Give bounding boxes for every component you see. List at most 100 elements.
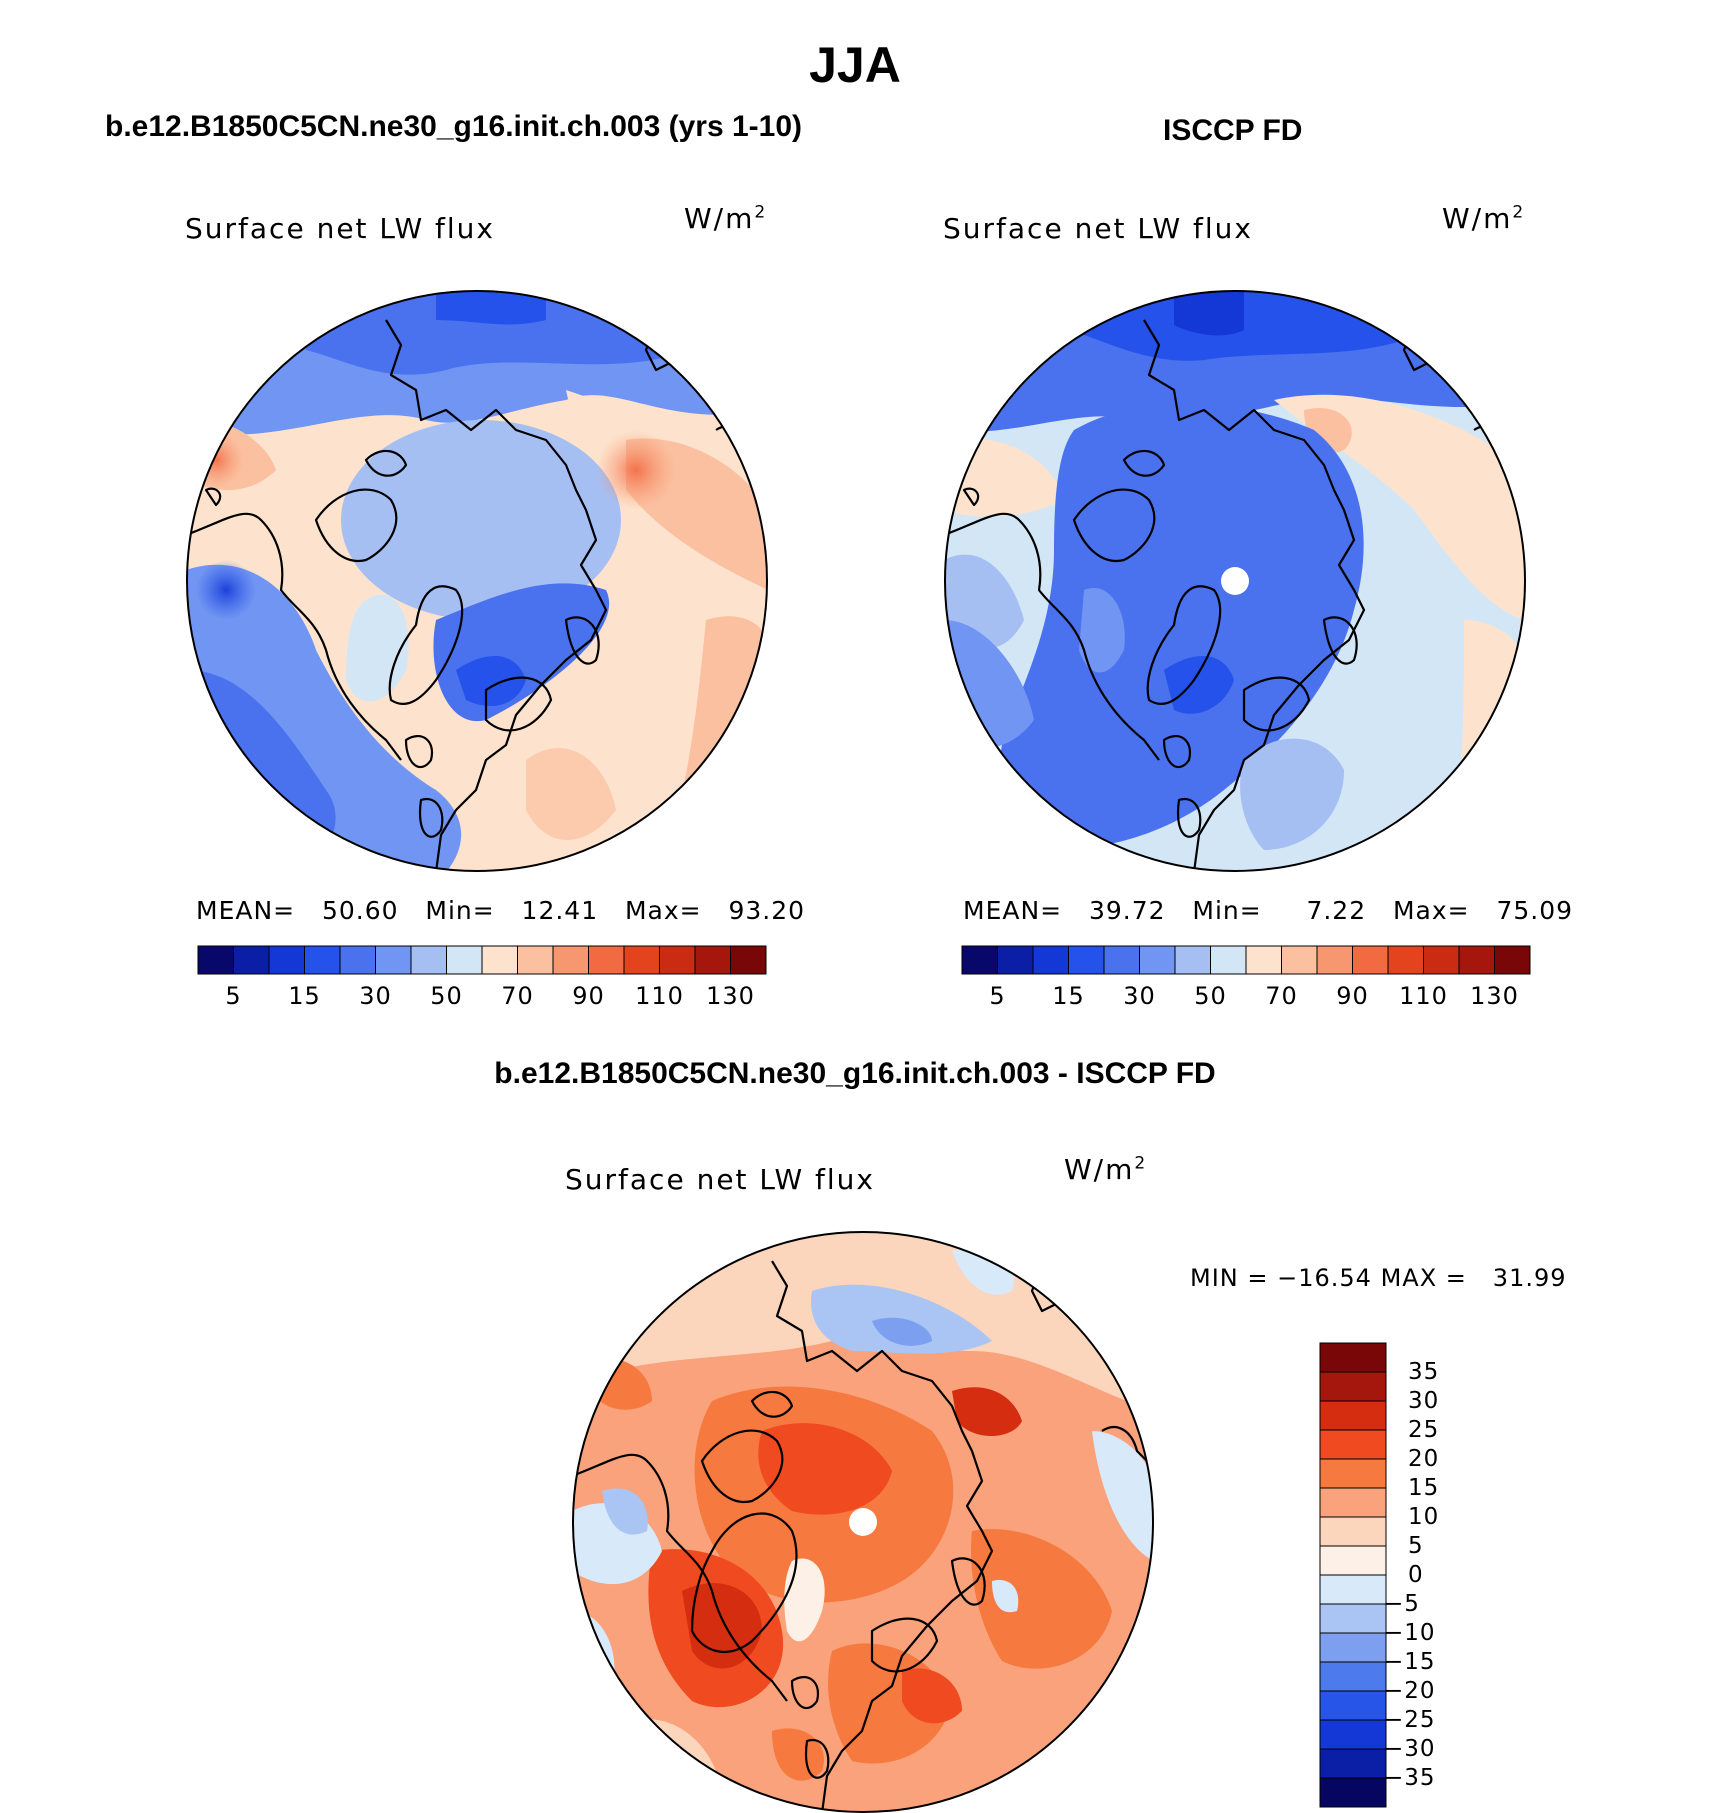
colorbar-swatch (1103, 945, 1140, 975)
panel1-polar-map (186, 290, 768, 872)
min-value: −16.54 (1277, 1264, 1372, 1292)
colorbar-swatch (517, 945, 554, 975)
panel1-colorbar (197, 945, 767, 975)
colorbar-tick-label: 90 (1336, 982, 1369, 1010)
colorbar-tick-label: 110 (635, 982, 684, 1010)
colorbar-swatch (1319, 1719, 1387, 1750)
panel3-difference-map (572, 1231, 1154, 1813)
colorbar-tick-label: 0 (1408, 1562, 1424, 1588)
units-superscript: 2 (754, 202, 768, 223)
colorbar-swatch (588, 945, 625, 975)
colorbar-tick-label: 25 (1408, 1417, 1440, 1443)
colorbar-swatch (1494, 945, 1531, 975)
max-label: Max= (624, 896, 702, 925)
colorbar-tick-label: 35 (1408, 1359, 1440, 1385)
colorbar-tick-label: 50 (1194, 982, 1227, 1010)
colorbar-swatch (1319, 1777, 1387, 1808)
colorbar-tick-label: −15 (1384, 1649, 1436, 1675)
colorbar-tick-label: 130 (1470, 982, 1519, 1010)
panel1-units-label: W/m2 (684, 202, 767, 235)
units-text: W/m (1064, 1153, 1135, 1186)
colorbar-swatch (1174, 945, 1211, 975)
panel2-heading: ISCCP FD (1163, 114, 1303, 147)
colorbar-swatch (1319, 1400, 1387, 1431)
colorbar-tick-label: 30 (1408, 1388, 1440, 1414)
colorbar-swatch (1319, 1458, 1387, 1489)
colorbar-tick-label: −25 (1384, 1707, 1436, 1733)
min-label: Min= (1192, 896, 1262, 925)
colorbar-swatch (1387, 945, 1424, 975)
colorbar-swatch (1319, 1748, 1387, 1779)
mean-label: MEAN= (963, 896, 1063, 925)
mean-value: 50.60 (321, 896, 399, 925)
colorbar-swatch (1319, 1342, 1387, 1373)
panel1-colorbar-ticks: 5 15 30 50 70 90 110 130 (198, 982, 766, 1012)
min-label: MIN = (1190, 1264, 1269, 1292)
colorbar-tick-label: 110 (1399, 982, 1448, 1010)
colorbar-swatch (1068, 945, 1105, 975)
colorbar-tick-label: −30 (1384, 1736, 1436, 1762)
panel3-heading: b.e12.B1850C5CN.ne30_g16.init.ch.003 - I… (494, 1057, 1216, 1090)
colorbar-swatch (997, 945, 1034, 975)
colorbar-swatch (1319, 1371, 1387, 1402)
units-superscript: 2 (1512, 202, 1526, 223)
colorbar-swatch (304, 945, 341, 975)
panel1-variable-label: Surface net LW flux (185, 212, 495, 245)
colorbar-swatch (1319, 1661, 1387, 1692)
colorbar-swatch (1245, 945, 1282, 975)
panel2-units-label: W/m2 (1442, 202, 1525, 235)
colorbar-swatch (730, 945, 767, 975)
colorbar-swatch (1352, 945, 1389, 975)
colorbar-tick-label: 70 (501, 982, 534, 1010)
panel3-stats: MIN = −16.54 MAX = 31.99 (1190, 1264, 1567, 1292)
max-value: 31.99 (1492, 1264, 1567, 1292)
colorbar-swatch (197, 945, 234, 975)
colorbar-swatch (694, 945, 731, 975)
colorbar-tick-label: 30 (359, 982, 392, 1010)
panel2-colorbar (961, 945, 1531, 975)
colorbar-swatch (1319, 1429, 1387, 1460)
colorbar-tick-label: 15 (288, 982, 321, 1010)
colorbar-tick-label: 5 (989, 982, 1006, 1010)
colorbar-tick-label: 90 (572, 982, 605, 1010)
difference-colorbar-ticks: 35 30 25 20 15 10 5 0 −5 −10 −15 −20 −25 −30 −35 (1384, 1343, 1514, 1809)
panel1-stats: MEAN= 50.60 Min= 12.41 Max= 93.20 (196, 896, 805, 925)
colorbar-swatch (375, 945, 412, 975)
max-label: Max= (1392, 896, 1470, 925)
units-text: W/m (1442, 202, 1513, 235)
min-label: Min= (425, 896, 495, 925)
panel3-variable-label: Surface net LW flux (565, 1163, 875, 1196)
units-text: W/m (684, 202, 755, 235)
colorbar-swatch (268, 945, 305, 975)
colorbar-swatch (1319, 1516, 1387, 1547)
colorbar-tick-label: −10 (1384, 1620, 1436, 1646)
colorbar-swatch (1458, 945, 1495, 975)
colorbar-swatch (1210, 945, 1247, 975)
colorbar-swatch (961, 945, 998, 975)
units-superscript: 2 (1134, 1153, 1148, 1174)
colorbar-tick-label: 70 (1265, 982, 1298, 1010)
mean-label: MEAN= (196, 896, 296, 925)
colorbar-tick-label: 50 (430, 982, 463, 1010)
min-value: 7.22 (1306, 896, 1367, 925)
colorbar-tick-label: 5 (225, 982, 242, 1010)
colorbar-swatch (1319, 1487, 1387, 1518)
colorbar-swatch (481, 945, 518, 975)
colorbar-swatch (446, 945, 483, 975)
colorbar-tick-label: −5 (1384, 1591, 1420, 1617)
min-value: 12.41 (521, 896, 599, 925)
panel2-variable-label: Surface net LW flux (943, 212, 1253, 245)
colorbar-tick-label: 20 (1408, 1446, 1440, 1472)
panel3-units-label: W/m2 (1064, 1153, 1147, 1186)
panel1-heading: b.e12.B1850C5CN.ne30_g16.init.ch.003 (yr… (105, 110, 803, 143)
panel2-polar-map (944, 290, 1526, 872)
colorbar-swatch (1319, 1545, 1387, 1576)
figure-title: JJA (809, 37, 901, 93)
colorbar-tick-label: 15 (1408, 1475, 1440, 1501)
max-value: 75.09 (1496, 896, 1574, 925)
colorbar-swatch (1319, 1574, 1387, 1605)
colorbar-swatch (233, 945, 270, 975)
colorbar-tick-label: 5 (1408, 1533, 1424, 1559)
colorbar-swatch (1281, 945, 1318, 975)
colorbar-tick-label: 10 (1408, 1504, 1440, 1530)
